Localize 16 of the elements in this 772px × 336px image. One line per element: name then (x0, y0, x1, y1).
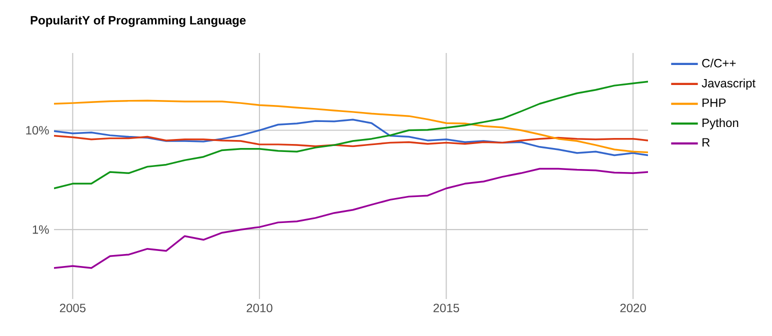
chart-title: PopularitY of Programming Language (30, 16, 246, 27)
x-tick-label: 2010 (246, 304, 272, 312)
y-tick-label: 10% (26, 126, 49, 135)
x-tick-label: 2015 (434, 304, 460, 312)
line-series (54, 118, 648, 156)
x-tick-label: 2020 (620, 304, 646, 312)
legend-label: Javascript (702, 78, 756, 90)
legend-label: R (702, 138, 710, 147)
legend-label: PHP (702, 98, 726, 107)
legend-label: C/C++ (702, 58, 736, 68)
x-tick-label: 2005 (60, 304, 86, 312)
y-tick-label: 1% (32, 225, 49, 234)
line-series (54, 134, 648, 148)
line-series (54, 168, 648, 269)
legend-label: Python (702, 118, 738, 130)
line-series (54, 80, 648, 190)
